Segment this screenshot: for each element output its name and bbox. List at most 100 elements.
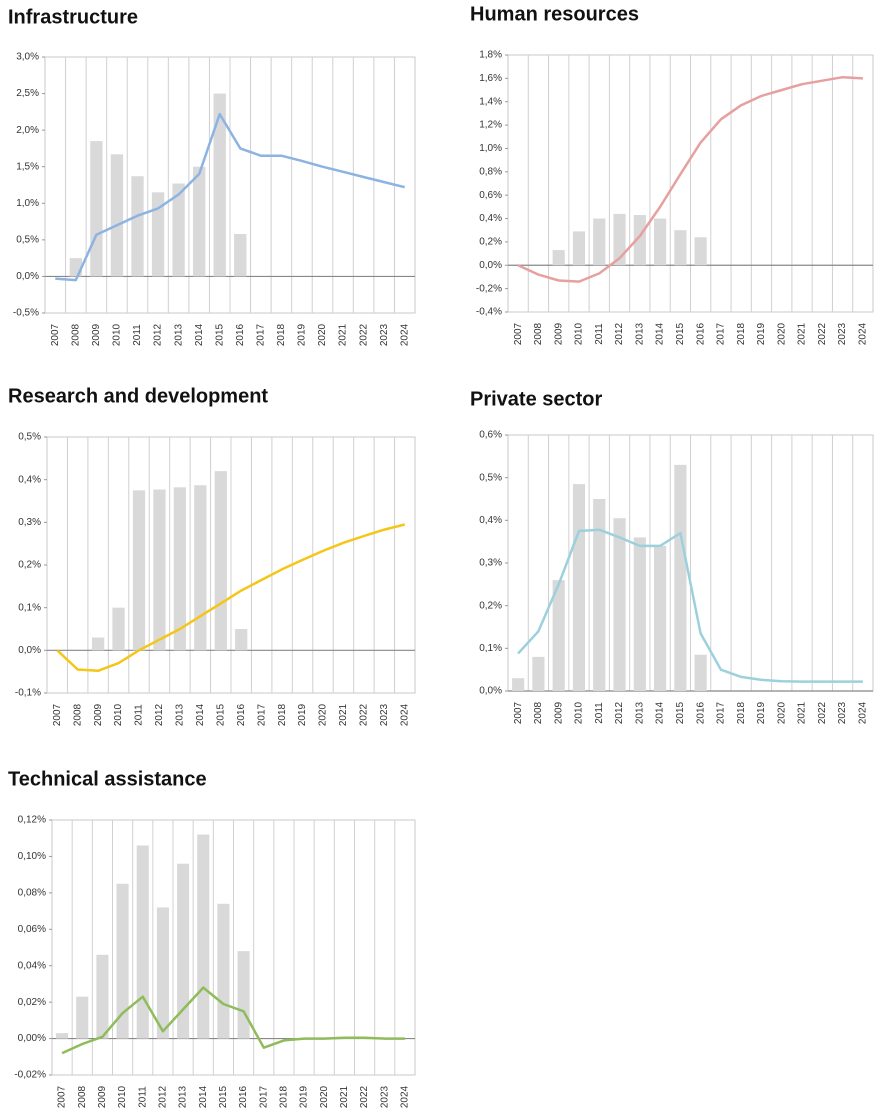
bar (572, 484, 586, 691)
y-tick-label: 0,0% (479, 260, 502, 271)
bar (194, 485, 207, 651)
y-tick-label: 0,12% (18, 815, 46, 826)
chart: Human resources -0,4% -0,2% 0,0% 0,2% 0,4% 0,6… (470, 3, 874, 345)
chart: Private sector 0,0% 0,1% 0,2% 0,3% 0,4% 0,5% 0,… (470, 388, 874, 724)
y-tick-label: 0,04% (18, 960, 46, 971)
x-tick-label: 2013 (178, 1085, 189, 1108)
y-tick-label: 0,1% (18, 602, 41, 613)
x-tick-label: 2018 (279, 1085, 290, 1108)
y-tick-label: -0,2% (476, 283, 502, 294)
x-tick-label: 2015 (214, 323, 225, 346)
bar (116, 883, 129, 1039)
x-tick-label: 2012 (158, 1085, 169, 1108)
x-tick-label: 2015 (675, 701, 686, 724)
y-tick-label: 0,10% (18, 851, 46, 862)
x-tick-label: 2011 (594, 702, 605, 724)
y-tick-label: 1,4% (479, 96, 502, 107)
x-tick-label: 2013 (634, 701, 645, 724)
x-tick-label: 2018 (736, 701, 747, 724)
y-tick-label: 2,0% (16, 125, 39, 136)
x-tick-label: 2015 (675, 322, 686, 345)
x-tick-label: 2017 (258, 1085, 269, 1108)
x-tick-label: 2009 (553, 322, 564, 345)
x-tick-label: 2020 (319, 1085, 330, 1108)
y-tick-label: 1,5% (16, 161, 39, 172)
y-tick-label: -0,5% (13, 308, 39, 319)
x-tick-label: 2012 (614, 322, 625, 345)
bar (172, 183, 185, 277)
x-tick-label: 2008 (533, 701, 544, 724)
x-tick-label: 2016 (235, 323, 246, 346)
bar (654, 218, 667, 266)
x-tick-label: 2008 (533, 322, 544, 345)
y-tick-label: 0,2% (18, 560, 41, 571)
x-tick-label: 2017 (255, 323, 266, 346)
chart-title: Research and development (8, 385, 268, 407)
x-tick-label: 2007 (513, 322, 524, 345)
bar (151, 192, 165, 277)
x-tick-label: 2019 (299, 1085, 310, 1108)
x-tick-label: 2021 (338, 703, 349, 726)
x-tick-label: 2012 (153, 323, 164, 346)
x-tick-label: 2022 (817, 322, 828, 345)
bar (237, 951, 250, 1039)
y-tick-label: -0,1% (15, 688, 41, 699)
bar (193, 166, 206, 277)
x-tick-label: 2011 (132, 324, 143, 346)
x-tick-label: 2022 (817, 701, 828, 724)
x-tick-label: 2017 (716, 701, 727, 724)
x-tick-label: 2023 (379, 323, 390, 346)
x-tick-label: 2019 (756, 322, 767, 345)
x-tick-label: 2024 (400, 1085, 411, 1108)
x-tick-label: 2008 (77, 1085, 88, 1108)
y-tick-label: 0,5% (18, 432, 41, 443)
x-tick-label: 2014 (195, 703, 206, 726)
chart: Technical assistance -0,02% 0,00% 0,02% 0,04… (8, 768, 416, 1108)
y-tick-label: 0,8% (479, 166, 502, 177)
y-tick-label: 1,0% (479, 143, 502, 154)
x-tick-label: 2012 (154, 703, 165, 726)
x-tick-label: 2021 (339, 1085, 350, 1108)
bar (552, 580, 565, 691)
y-tick-label: 0,3% (479, 558, 502, 569)
bar (633, 215, 646, 266)
x-tick-label: 2016 (236, 703, 247, 726)
y-tick-label: 0,5% (479, 472, 502, 483)
y-tick-label: 0,06% (18, 924, 46, 935)
x-tick-label: 2014 (655, 322, 666, 345)
x-tick-label: 2007 (513, 701, 524, 724)
x-tick-label: 2009 (93, 703, 104, 726)
y-tick-label: 0,6% (479, 430, 502, 441)
x-tick-label: 2022 (359, 1085, 370, 1108)
y-tick-label: 0,0% (18, 645, 41, 656)
x-tick-label: 2024 (399, 703, 410, 726)
x-tick-label: 2007 (50, 323, 61, 346)
x-tick-label: 2013 (634, 322, 645, 345)
x-tick-label: 2015 (215, 703, 226, 726)
bar (613, 213, 626, 266)
bar (613, 518, 626, 691)
y-tick-label: 0,1% (479, 643, 502, 654)
line (61, 986, 405, 1055)
y-tick-label: 0,4% (18, 474, 41, 485)
x-tick-label: 2014 (194, 323, 205, 346)
x-tick-label: 2011 (594, 323, 605, 345)
x-tick-label: 2019 (756, 701, 767, 724)
x-tick-label: 2018 (276, 323, 287, 346)
x-tick-label: 2018 (736, 322, 747, 345)
x-tick-label: 2008 (70, 323, 81, 346)
x-tick-label: 2010 (117, 1085, 128, 1108)
bar (110, 154, 124, 277)
bar (674, 464, 687, 691)
x-tick-label: 2009 (91, 323, 102, 346)
x-tick-label: 2024 (858, 322, 869, 345)
bar (56, 1033, 69, 1039)
x-tick-label: 2023 (837, 701, 848, 724)
bar (69, 258, 82, 277)
bar (552, 250, 565, 266)
bar (156, 907, 169, 1039)
x-tick-label: 2022 (359, 703, 370, 726)
x-tick-label: 2024 (858, 701, 869, 724)
x-tick-label: 2023 (837, 322, 848, 345)
line (517, 75, 863, 283)
